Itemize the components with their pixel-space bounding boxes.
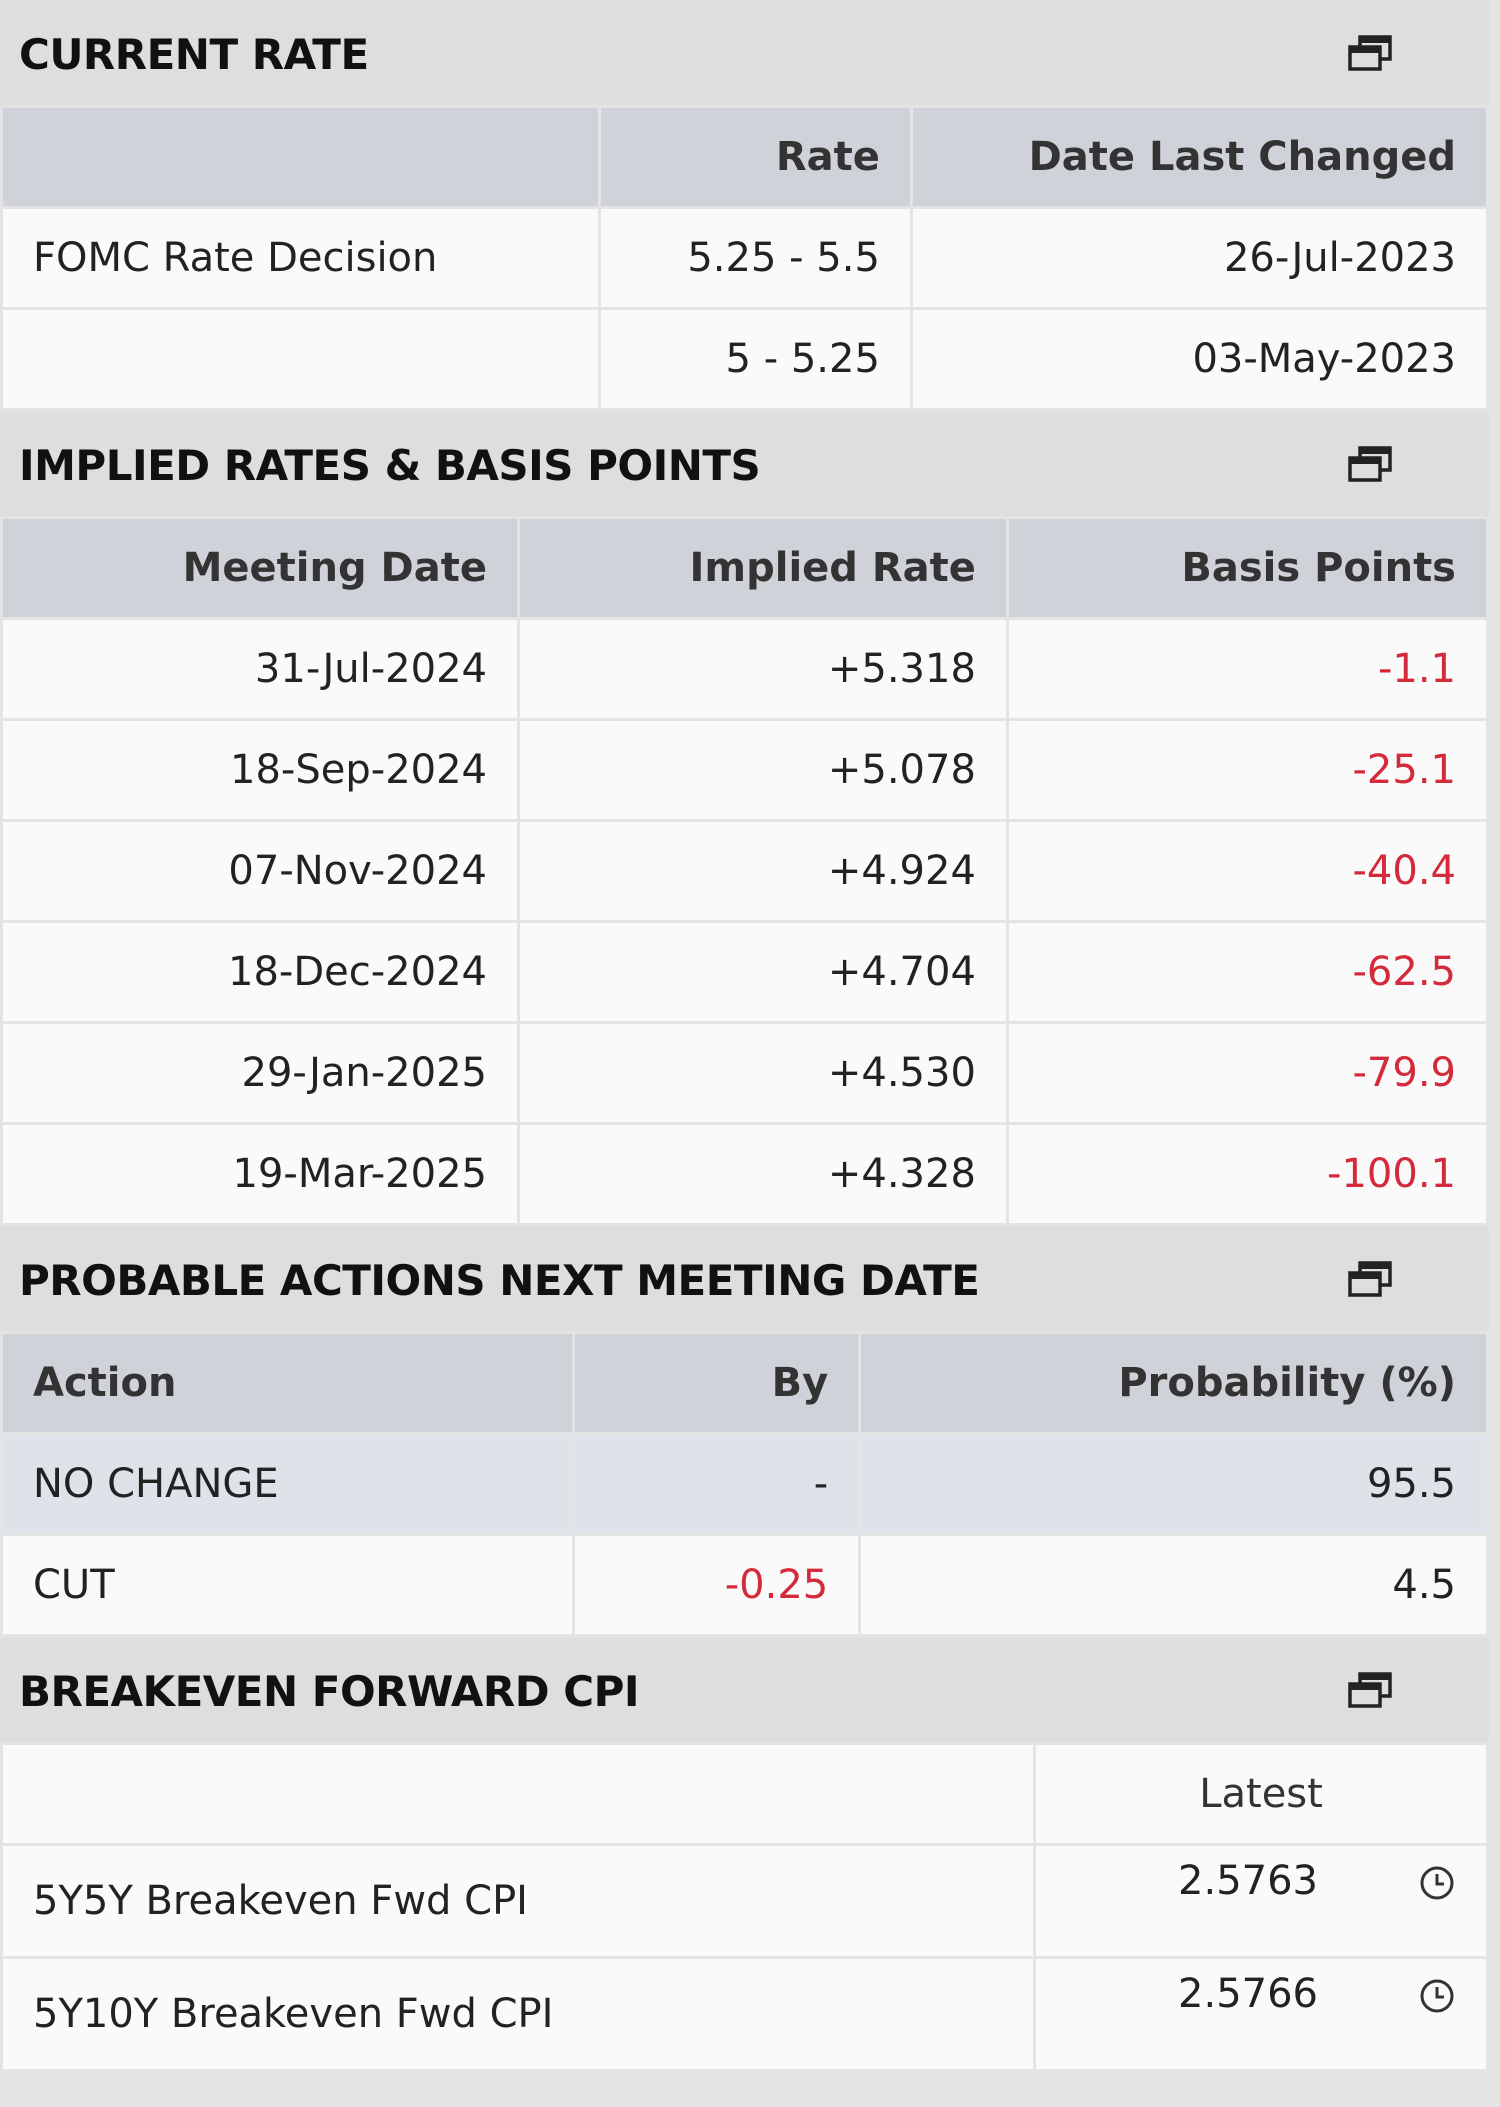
table-cell: -79.9 — [1008, 1024, 1486, 1122]
clock-icon[interactable] — [1418, 1864, 1456, 1902]
column-header: Date Last Changed — [912, 108, 1486, 206]
table-cell: -0.25 — [574, 1536, 859, 1634]
table-cell: 26-Jul-2023 — [912, 209, 1486, 307]
table-cell: +4.328 — [519, 1125, 1006, 1223]
table-cell: 18-Dec-2024 — [3, 923, 517, 1021]
table-cell: 07-Nov-2024 — [3, 822, 517, 920]
header-row: Action By Probability (%) — [3, 1334, 1486, 1432]
column-header — [3, 108, 599, 206]
table-cell: -25.1 — [1008, 721, 1486, 819]
table-cell: 5Y5Y Breakeven Fwd CPI — [3, 1846, 1034, 1956]
table-row: 5Y10Y Breakeven Fwd CPI 2.5766 — [3, 1959, 1486, 2069]
table-row: 18-Dec-2024 +4.704 -62.5 — [3, 923, 1486, 1021]
table-cell: NO CHANGE — [3, 1435, 572, 1533]
table-cell: +4.704 — [519, 923, 1006, 1021]
data-table: Latest 5Y5Y Breakeven Fwd CPI 2.5763 5Y10Y … — [0, 1742, 1489, 2072]
popout-button[interactable] — [1346, 1671, 1394, 1711]
table-cell: 5.25 - 5.5 — [601, 209, 910, 307]
table-cell: 2.5766 — [1036, 1959, 1486, 2069]
table-cell: CUT — [3, 1536, 572, 1634]
section-header: PROBABLE ACTIONS NEXT MEETING DATE — [0, 1226, 1489, 1334]
table-row: NO CHANGE -95.5 — [3, 1435, 1486, 1533]
table-cell: 95.5 — [861, 1435, 1486, 1533]
table-cell: 29-Jan-2025 — [3, 1024, 517, 1122]
table-cell: 5 - 5.25 — [601, 310, 910, 408]
table-cell: 31-Jul-2024 — [3, 620, 517, 718]
section-title: PROBABLE ACTIONS NEXT MEETING DATE — [19, 1255, 980, 1305]
table-cell: +4.530 — [519, 1024, 1006, 1122]
table-cell: +4.924 — [519, 822, 1006, 920]
rates-panel: CURRENT RATE Rate Date Last Changed FOMC Ra… — [0, 0, 1489, 2072]
table-cell: 2.5763 — [1036, 1846, 1486, 1956]
table-row: 5Y5Y Breakeven Fwd CPI 2.5763 — [3, 1846, 1486, 1956]
table-cell — [3, 310, 599, 408]
section-header: BREAKEVEN FORWARD CPI — [0, 1637, 1489, 1745]
table-cell: FOMC Rate Decision — [3, 209, 599, 307]
table-row: 19-Mar-2025 +4.328 -100.1 — [3, 1125, 1486, 1223]
section-title: BREAKEVEN FORWARD CPI — [19, 1666, 640, 1716]
clock-icon[interactable] — [1418, 1977, 1456, 2015]
column-header: Latest — [1036, 1745, 1486, 1843]
header-row: Rate Date Last Changed — [3, 108, 1486, 206]
table-cell: -1.1 — [1008, 620, 1486, 718]
table-row: 29-Jan-2025 +4.530 -79.9 — [3, 1024, 1486, 1122]
column-header: Basis Points — [1008, 519, 1486, 617]
popout-button[interactable] — [1346, 34, 1394, 74]
column-header: Implied Rate — [519, 519, 1006, 617]
data-table: Meeting Date Implied Rate Basis Points 31-J… — [0, 516, 1489, 1226]
section-header: CURRENT RATE — [0, 0, 1489, 108]
table-cell: +5.318 — [519, 620, 1006, 718]
popout-button[interactable] — [1346, 1260, 1394, 1300]
section-title: CURRENT RATE — [19, 29, 369, 79]
table-cell: +5.078 — [519, 721, 1006, 819]
column-header — [3, 1745, 1034, 1843]
table-cell: -100.1 — [1008, 1125, 1486, 1223]
table-row: 07-Nov-2024 +4.924 -40.4 — [3, 822, 1486, 920]
column-header: Rate — [601, 108, 910, 206]
table-row: 18-Sep-2024 +5.078 -25.1 — [3, 721, 1486, 819]
column-header: Meeting Date — [3, 519, 517, 617]
header-row: Meeting Date Implied Rate Basis Points — [3, 519, 1486, 617]
table-row: FOMC Rate Decision 5.25 - 5.5 26-Jul-2023 — [3, 209, 1486, 307]
table-cell: 5Y10Y Breakeven Fwd CPI — [3, 1959, 1034, 2069]
table-cell: -62.5 — [1008, 923, 1486, 1021]
table-row: 5 - 5.25 03-May-2023 — [3, 310, 1486, 408]
table-cell: 19-Mar-2025 — [3, 1125, 517, 1223]
popout-button[interactable] — [1346, 445, 1394, 485]
data-table: Action By Probability (%) NO CHANGE -95.5 CUT… — [0, 1331, 1489, 1637]
header-row: Latest — [3, 1745, 1486, 1843]
section-header: IMPLIED RATES & BASIS POINTS — [0, 411, 1489, 519]
column-header: By — [574, 1334, 859, 1432]
column-header: Action — [3, 1334, 572, 1432]
table-row: CUT -0.25 4.5 — [3, 1536, 1486, 1634]
data-table: Rate Date Last Changed FOMC Rate Decision 5… — [0, 105, 1489, 411]
table-cell: 4.5 — [861, 1536, 1486, 1634]
table-cell: -40.4 — [1008, 822, 1486, 920]
table-cell: 03-May-2023 — [912, 310, 1486, 408]
table-row: 31-Jul-2024 +5.318 -1.1 — [3, 620, 1486, 718]
column-header: Probability (%) — [861, 1334, 1486, 1432]
section-title: IMPLIED RATES & BASIS POINTS — [19, 440, 761, 490]
table-cell: - — [574, 1435, 859, 1533]
table-cell: 18-Sep-2024 — [3, 721, 517, 819]
